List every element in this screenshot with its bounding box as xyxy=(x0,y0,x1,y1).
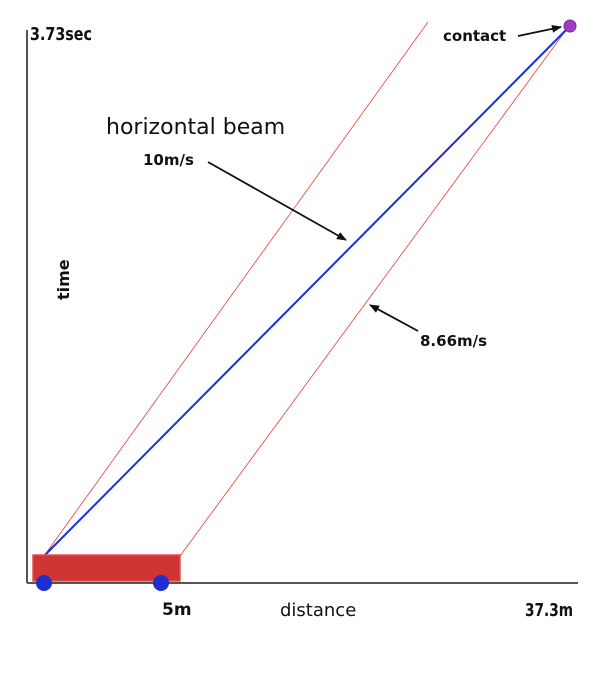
beam-arrow xyxy=(207,161,347,241)
car-front-worldline xyxy=(179,21,573,557)
y-axis-label: time xyxy=(54,259,73,300)
contact-label: contact xyxy=(443,27,506,45)
contact-point xyxy=(563,19,577,33)
car-front-wheel xyxy=(153,575,169,591)
car-speed-label: 8.66m/s xyxy=(420,332,487,350)
beam-label: horizontal beam xyxy=(106,115,285,140)
car-rear-wheel xyxy=(36,575,52,591)
time-max-label: 3.73sec xyxy=(30,24,92,45)
car-length-label: 5m xyxy=(162,600,192,620)
car-speed-arrow xyxy=(369,304,419,332)
car-rear-worldline xyxy=(43,21,429,557)
car-body xyxy=(32,554,181,582)
contact-arrow xyxy=(517,24,562,37)
beam-worldline xyxy=(43,25,571,557)
distance-max-label: 37.3m xyxy=(525,600,573,621)
x-axis-label: distance xyxy=(280,600,356,621)
beam-speed-label: 10m/s xyxy=(143,151,194,169)
